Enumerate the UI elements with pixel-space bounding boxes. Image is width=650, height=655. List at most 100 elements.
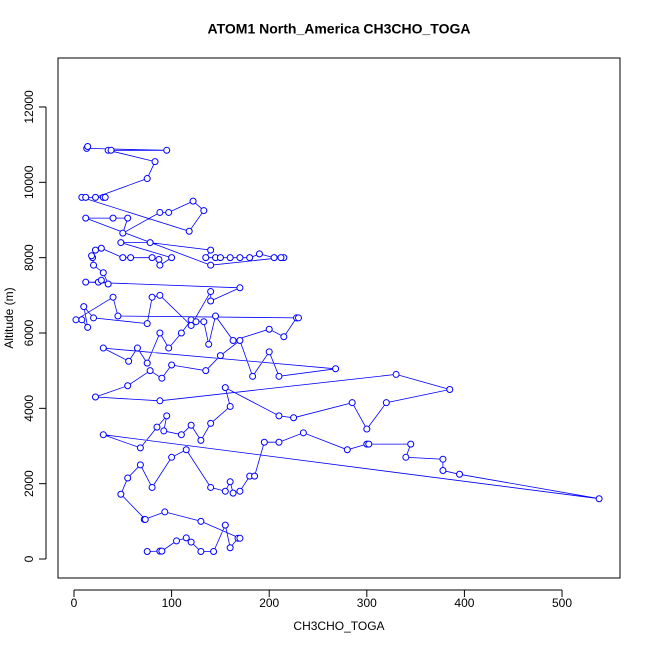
- data-point: [275, 372, 283, 380]
- data-point: [156, 261, 164, 269]
- data-point: [104, 280, 112, 288]
- data-point: [143, 320, 151, 328]
- data-point: [185, 227, 193, 235]
- data-point: [210, 547, 218, 555]
- data-point: [156, 397, 164, 405]
- data-point: [260, 438, 268, 446]
- data-point: [163, 412, 171, 420]
- data-point: [202, 254, 210, 262]
- data-point: [109, 214, 117, 222]
- data-point: [265, 325, 273, 333]
- x-tick-label: 200: [259, 596, 279, 610]
- data-point: [236, 487, 244, 495]
- data-point: [221, 487, 229, 495]
- data-point: [127, 254, 135, 262]
- data-point: [221, 384, 229, 392]
- data-point: [151, 158, 159, 166]
- data-point: [270, 254, 278, 262]
- data-point: [124, 382, 132, 390]
- data-point: [168, 453, 176, 461]
- data-point: [226, 402, 234, 410]
- data-point: [88, 252, 96, 260]
- x-tick-label: 400: [454, 596, 474, 610]
- y-tick-label: 10000: [22, 165, 36, 199]
- data-point: [277, 254, 285, 262]
- y-axis-label: Altitude (m): [2, 287, 16, 348]
- data-point: [343, 446, 351, 454]
- data-point: [290, 414, 298, 422]
- data-point: [80, 303, 88, 311]
- data-point: [141, 515, 149, 523]
- data-line: [74, 146, 600, 552]
- data-point: [187, 321, 195, 329]
- data-point: [84, 143, 92, 151]
- data-point: [207, 246, 215, 254]
- x-tick-label: 0: [71, 596, 78, 610]
- data-point: [332, 365, 340, 373]
- y-tick-label: 12000: [22, 90, 36, 124]
- data-point: [182, 446, 190, 454]
- data-point: [348, 399, 356, 407]
- data-point: [439, 455, 447, 463]
- data-point: [99, 431, 107, 439]
- y-tick-label: 6000: [22, 319, 36, 346]
- data-point: [161, 508, 169, 516]
- data-point: [177, 431, 185, 439]
- data-point: [143, 175, 151, 183]
- data-point: [124, 214, 132, 222]
- data-point: [82, 214, 90, 222]
- data-point: [165, 344, 173, 352]
- data-point: [236, 534, 244, 542]
- data-point: [246, 254, 254, 262]
- data-point: [197, 517, 205, 525]
- data-point: [216, 352, 224, 360]
- data-point: [221, 521, 229, 529]
- data-point: [275, 438, 283, 446]
- data-point: [200, 207, 208, 215]
- data-point: [119, 229, 127, 237]
- data-point: [363, 425, 371, 433]
- data-point: [90, 314, 98, 322]
- data-point: [163, 146, 171, 154]
- data-point: [136, 461, 144, 469]
- data-point: [153, 423, 161, 431]
- data-point: [158, 374, 166, 382]
- data-point: [133, 344, 141, 352]
- data-point: [202, 367, 210, 375]
- x-tick-label: 100: [162, 596, 182, 610]
- data-point: [82, 193, 90, 201]
- data-point: [249, 372, 257, 380]
- data-point: [392, 370, 400, 378]
- data-point: [365, 440, 373, 448]
- data-point: [148, 293, 156, 301]
- data-point: [136, 444, 144, 452]
- data-point: [156, 329, 164, 337]
- data-point: [236, 254, 244, 262]
- data-point: [226, 544, 234, 552]
- y-tick-label: 0: [22, 555, 36, 562]
- data-point: [90, 261, 98, 269]
- data-point: [91, 193, 99, 201]
- data-point: [255, 250, 263, 258]
- data-point: [205, 340, 213, 348]
- data-point: [146, 367, 154, 375]
- data-point: [207, 288, 215, 296]
- data-point: [182, 534, 190, 542]
- data-point: [236, 284, 244, 292]
- data-point: [200, 318, 208, 326]
- data-point: [101, 193, 109, 201]
- y-tick-label: 4000: [22, 395, 36, 422]
- data-point: [207, 261, 215, 269]
- chart-title: ATOM1 North_America CH3CHO_TOGA: [208, 21, 471, 37]
- data-point: [155, 256, 163, 264]
- data-point: [99, 269, 107, 277]
- data-point: [158, 547, 166, 555]
- data-point: [143, 359, 151, 367]
- data-point: [229, 489, 237, 497]
- data-point: [168, 254, 176, 262]
- data-point: [165, 208, 173, 216]
- data-point: [91, 393, 99, 401]
- data-point: [446, 385, 454, 393]
- data-point: [97, 276, 105, 284]
